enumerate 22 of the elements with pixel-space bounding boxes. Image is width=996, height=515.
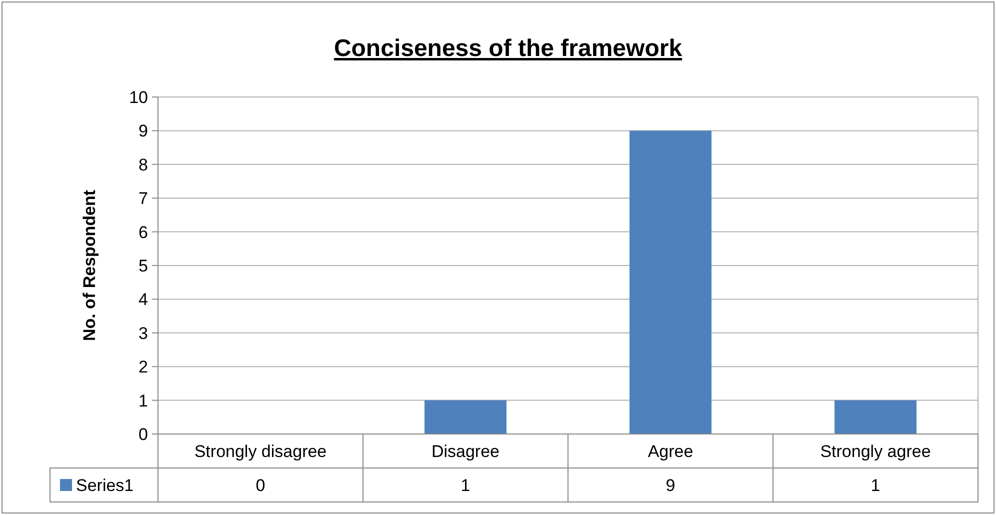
data-label: 1	[870, 476, 880, 495]
y-axis-title: No. of Respondent	[80, 190, 99, 342]
y-tick-label: 3	[138, 324, 148, 343]
x-tick-label: Strongly disagree	[194, 442, 327, 461]
y-tick-label: 2	[138, 358, 148, 377]
y-tick-label: 4	[138, 290, 148, 310]
data-label: 0	[256, 476, 266, 495]
y-tick-label: 9	[138, 122, 148, 141]
legend-label: Series1	[76, 476, 134, 495]
y-tick-label: 10	[129, 88, 148, 107]
y-tick-label: 5	[138, 256, 148, 276]
y-tick-label: 0	[138, 424, 148, 444]
data-label: 1	[460, 476, 470, 495]
x-tick-label: Agree	[648, 442, 694, 461]
y-tick-label: 1	[138, 391, 148, 410]
data-label: 9	[666, 476, 676, 495]
y-tick-label: 7	[138, 189, 148, 208]
x-tick-label: Disagree	[431, 442, 500, 461]
chart-title: Conciseness of the framework	[334, 35, 683, 62]
x-tick-label: Strongly agree	[820, 442, 931, 461]
y-tick-label: 8	[138, 155, 148, 174]
y-tick-label: 6	[138, 222, 148, 242]
